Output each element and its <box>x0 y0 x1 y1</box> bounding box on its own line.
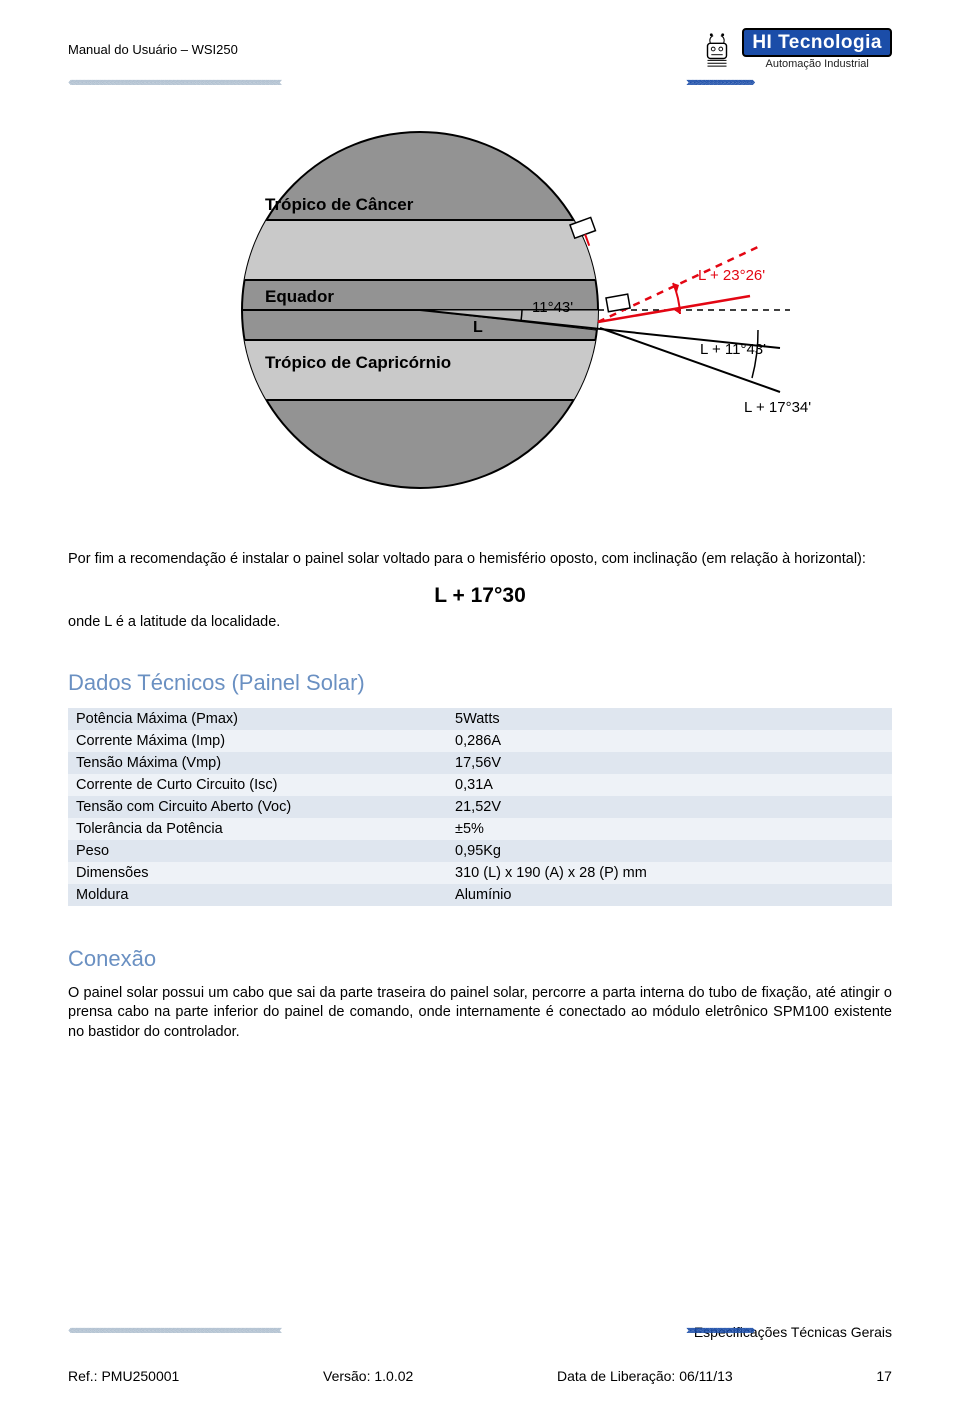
label-tropic-cancer: Trópico de Câncer <box>265 195 414 214</box>
spec-key: Tensão com Circuito Aberto (Voc) <box>68 796 447 818</box>
logo-banner: HI Tecnologia Automação Industrial <box>742 28 892 70</box>
logo-text: HI Tecnologia <box>742 28 892 57</box>
footer-ref: Ref.: PMU250001 <box>68 1368 179 1384</box>
divider-bottom: ‹‹‹‹‹‹‹‹‹‹‹‹‹‹‹‹‹‹‹‹‹‹‹‹‹‹‹‹‹‹‹‹‹‹‹‹‹‹‹‹… <box>68 1322 892 1334</box>
logo-subtext: Automação Industrial <box>742 57 892 70</box>
table-row: Corrente de Curto Circuito (Isc)0,31A <box>68 774 892 796</box>
globe-svg: 11°43' Trópico de Câncer Equador Trópico… <box>140 110 820 510</box>
globe-figure: 11°43' Trópico de Câncer Equador Trópico… <box>68 110 892 510</box>
spec-key: Moldura <box>68 884 447 906</box>
footer-date: Data de Liberação: 06/11/13 <box>557 1368 733 1384</box>
table-row: Potência Máxima (Pmax)5Watts <box>68 708 892 730</box>
table-row: MolduraAlumínio <box>68 884 892 906</box>
spec-key: Potência Máxima (Pmax) <box>68 708 447 730</box>
table-row: Corrente Máxima (Imp)0,286A <box>68 730 892 752</box>
angle-11-43: 11°43' <box>532 299 573 316</box>
spec-table: Potência Máxima (Pmax)5WattsCorrente Máx… <box>68 708 892 906</box>
footer-bar: Ref.: PMU250001 Versão: 1.0.02 Data de L… <box>68 1368 892 1384</box>
table-row: Tolerância da Potência±5% <box>68 818 892 840</box>
spec-value: Alumínio <box>447 884 892 906</box>
table-row: Tensão com Circuito Aberto (Voc)21,52V <box>68 796 892 818</box>
footer-page: 17 <box>876 1368 892 1384</box>
spec-value: 0,31A <box>447 774 892 796</box>
spec-value: 21,52V <box>447 796 892 818</box>
spec-value: 310 (L) x 190 (A) x 28 (P) mm <box>447 862 892 884</box>
table-row: Peso0,95Kg <box>68 840 892 862</box>
divider-top: ‹‹‹‹‹‹‹‹‹‹‹‹‹‹‹‹‹‹‹‹‹‹‹‹‹‹‹‹‹‹‹‹‹‹‹‹‹‹‹‹… <box>68 74 892 86</box>
spec-value: 0,286A <box>447 730 892 752</box>
recommend-formula: L + 17°30 <box>68 584 892 608</box>
spec-key: Corrente Máxima (Imp) <box>68 730 447 752</box>
robot-icon <box>698 30 736 68</box>
conexao-title: Conexão <box>68 946 892 972</box>
spec-value: 17,56V <box>447 752 892 774</box>
label-L1734: L + 17°34' <box>744 399 811 416</box>
spec-key: Corrente de Curto Circuito (Isc) <box>68 774 447 796</box>
page-header: Manual do Usuário – WSI250 HI Tecnologia… <box>68 28 892 70</box>
spec-value: ±5% <box>447 818 892 840</box>
label-tropic-capricorn: Trópico de Capricórnio <box>265 353 451 372</box>
spec-key: Peso <box>68 840 447 862</box>
label-L1143: L + 11°43' <box>700 341 766 358</box>
label-L2326: L + 23°26' <box>698 267 765 284</box>
table-title: Dados Técnicos (Painel Solar) <box>68 670 892 696</box>
table-row: Dimensões310 (L) x 190 (A) x 28 (P) mm <box>68 862 892 884</box>
recommend-text: Por fim a recomendação é instalar o pain… <box>68 550 892 570</box>
spec-value: 5Watts <box>447 708 892 730</box>
spec-key: Tolerância da Potência <box>68 818 447 840</box>
table-row: Tensão Máxima (Vmp)17,56V <box>68 752 892 774</box>
label-equator: Equador <box>265 287 334 306</box>
footer-version: Versão: 1.0.02 <box>323 1368 413 1384</box>
conexao-text: O painel solar possui um cabo que sai da… <box>68 984 892 1043</box>
spec-value: 0,95Kg <box>447 840 892 862</box>
spec-key: Tensão Máxima (Vmp) <box>68 752 447 774</box>
spec-key: Dimensões <box>68 862 447 884</box>
label-L: L <box>473 319 483 336</box>
logo-block: HI Tecnologia Automação Industrial <box>698 28 892 70</box>
doc-title: Manual do Usuário – WSI250 <box>68 28 238 57</box>
where-text: onde L é a latitude da localidade. <box>68 614 892 630</box>
